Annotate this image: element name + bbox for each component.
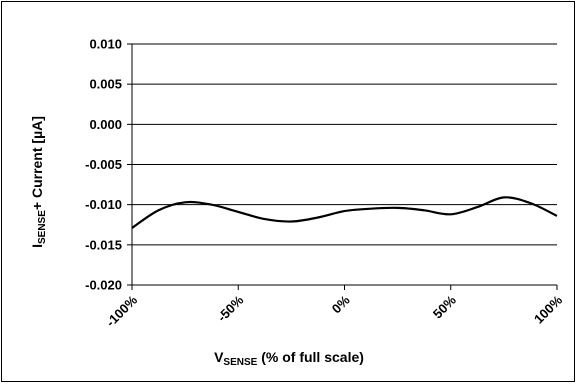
x-tick-label-2: 0% — [329, 292, 353, 316]
x-axis-title: VSENSE (% of full scale) — [214, 349, 364, 368]
y-tick-label-0: 0.010 — [89, 37, 122, 52]
x-tick-label-1: -50% — [214, 292, 246, 324]
y-tick-label-5: -0.015 — [85, 237, 122, 252]
x-tick-label-4: 100% — [531, 292, 565, 326]
axes — [127, 43, 558, 290]
x-tick-label-3: 50% — [430, 292, 459, 321]
y-axis-title: ISENSE+ Current [µA] — [29, 116, 48, 248]
series — [131, 196, 558, 229]
y-tick-label-6: -0.020 — [85, 278, 122, 293]
x-tick-label-0: -100% — [103, 292, 140, 329]
y-tick-label-3: -0.005 — [85, 157, 122, 172]
y-tick-label-4: -0.010 — [85, 197, 122, 212]
series-line-0 — [131, 196, 558, 229]
y-tick-labels: 0.010 0.005 0.000 -0.005 -0.010 -0.015 -0.020 — [85, 37, 122, 293]
x-tick-labels: -100% -50% 0% 50% 100% — [103, 292, 565, 329]
y-tick-label-2: 0.000 — [89, 117, 122, 132]
y-tick-label-1: 0.005 — [89, 77, 122, 92]
gridlines — [132, 43, 557, 286]
